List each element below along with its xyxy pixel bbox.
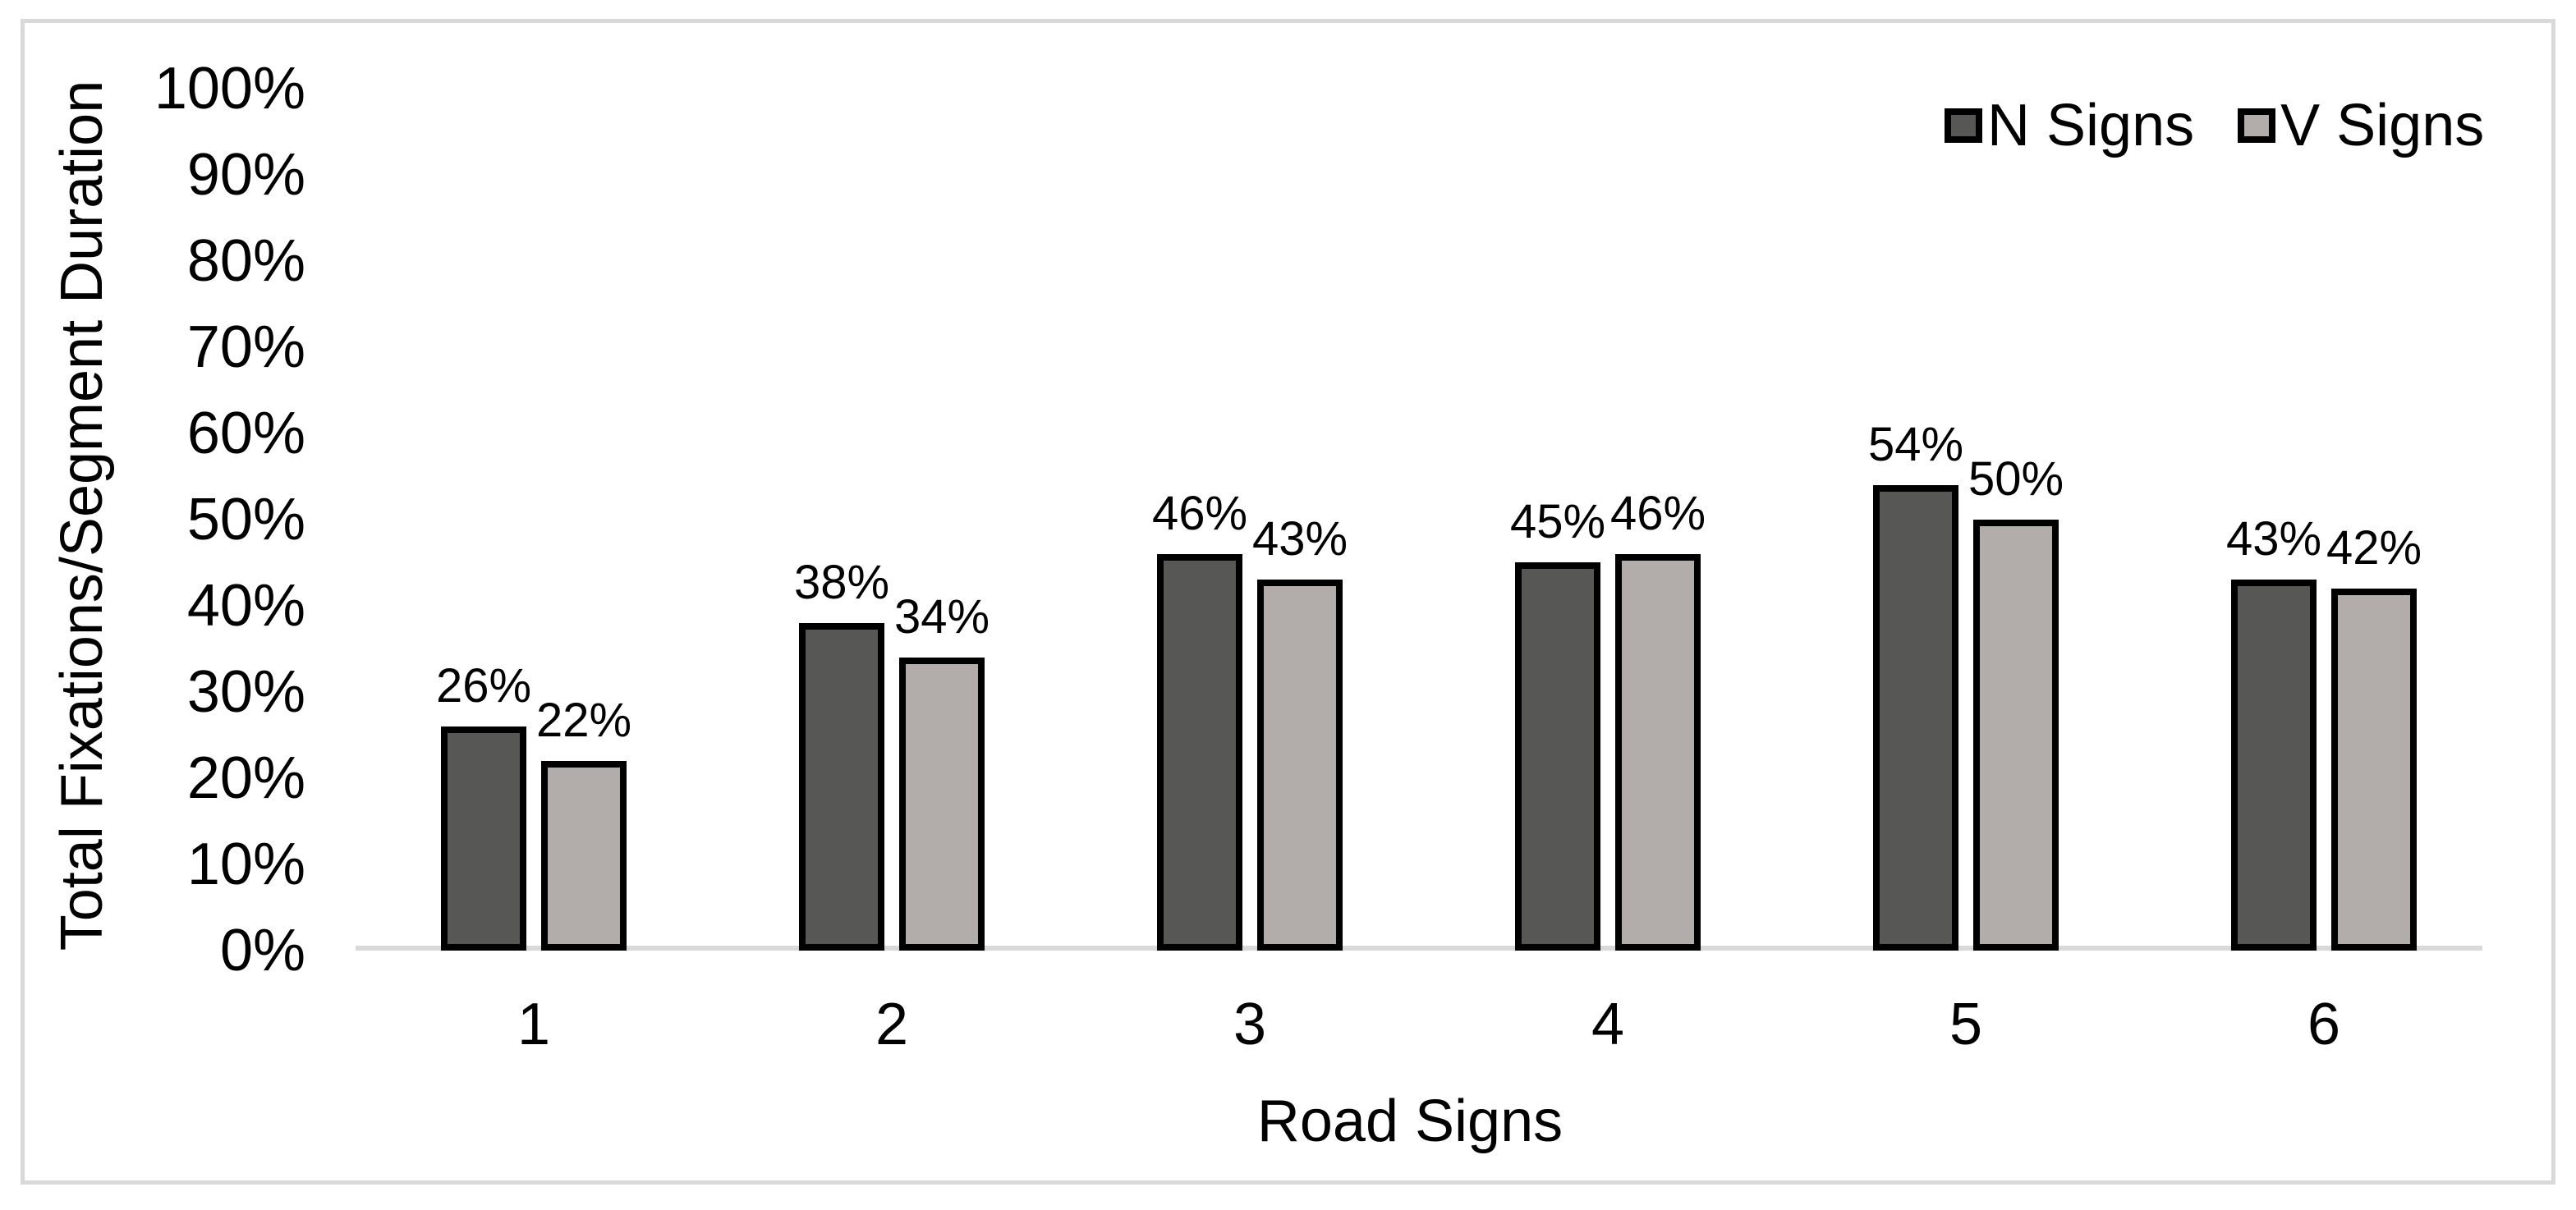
y-tick-label: 80% xyxy=(186,228,305,294)
legend-item-n-signs: N Signs xyxy=(1945,93,2194,158)
x-tick-label: 4 xyxy=(1591,992,1625,1057)
bar-v-signs-4 xyxy=(1615,554,1701,951)
y-tick-label: 30% xyxy=(186,659,305,725)
x-axis-line xyxy=(356,946,2482,951)
legend-label: V Signs xyxy=(2280,93,2485,158)
legend-marker-icon xyxy=(1945,108,1982,143)
x-tick-label: 2 xyxy=(875,992,909,1057)
bar-value-label: 46% xyxy=(1609,487,1706,540)
y-tick-label: 20% xyxy=(186,745,305,811)
y-tick-label: 90% xyxy=(186,142,305,208)
x-axis-title: Road Signs xyxy=(1256,1089,1564,1154)
y-tick-label: 10% xyxy=(186,832,305,897)
legend-label: N Signs xyxy=(1987,93,2195,158)
bar-n-signs-3 xyxy=(1157,554,1242,951)
y-tick-label: 40% xyxy=(186,573,305,639)
x-tick-label: 3 xyxy=(1233,992,1267,1057)
bar-v-signs-5 xyxy=(1973,520,2059,951)
bar-value-label: 43% xyxy=(1251,512,1348,566)
y-tick-label: 0% xyxy=(219,918,305,983)
bar-n-signs-4 xyxy=(1515,562,1600,951)
bar-value-label: 42% xyxy=(2326,521,2422,575)
y-tick-label: 70% xyxy=(186,314,305,380)
bar-value-label: 54% xyxy=(1867,418,1964,471)
legend: N Signs V Signs xyxy=(1945,93,2484,158)
x-tick-label: 1 xyxy=(517,992,551,1057)
x-tick-label: 5 xyxy=(1949,992,1983,1057)
bar-n-signs-1 xyxy=(441,726,526,951)
bar-value-label: 46% xyxy=(1151,487,1248,540)
bar-value-label: 22% xyxy=(535,694,632,747)
bar-value-label: 34% xyxy=(893,590,990,644)
legend-item-v-signs: V Signs xyxy=(2238,93,2484,158)
bar-n-signs-6 xyxy=(2231,580,2317,951)
bar-n-signs-5 xyxy=(1873,485,1958,951)
y-tick-label: 100% xyxy=(154,56,305,121)
legend-marker-icon xyxy=(2238,108,2276,143)
bar-value-label: 26% xyxy=(435,659,532,713)
bar-v-signs-6 xyxy=(2331,589,2417,951)
bar-n-signs-2 xyxy=(799,623,884,951)
bar-v-signs-1 xyxy=(541,761,627,951)
y-tick-label: 60% xyxy=(186,401,305,466)
x-tick-label: 6 xyxy=(2307,992,2341,1057)
bar-v-signs-3 xyxy=(1257,580,1343,951)
bar-value-label: 45% xyxy=(1509,495,1606,548)
bar-value-label: 38% xyxy=(793,556,890,609)
y-tick-label: 50% xyxy=(186,487,305,552)
bar-value-label: 43% xyxy=(2225,512,2322,566)
bar-value-label: 50% xyxy=(1968,452,2064,506)
bar-v-signs-2 xyxy=(899,658,985,951)
